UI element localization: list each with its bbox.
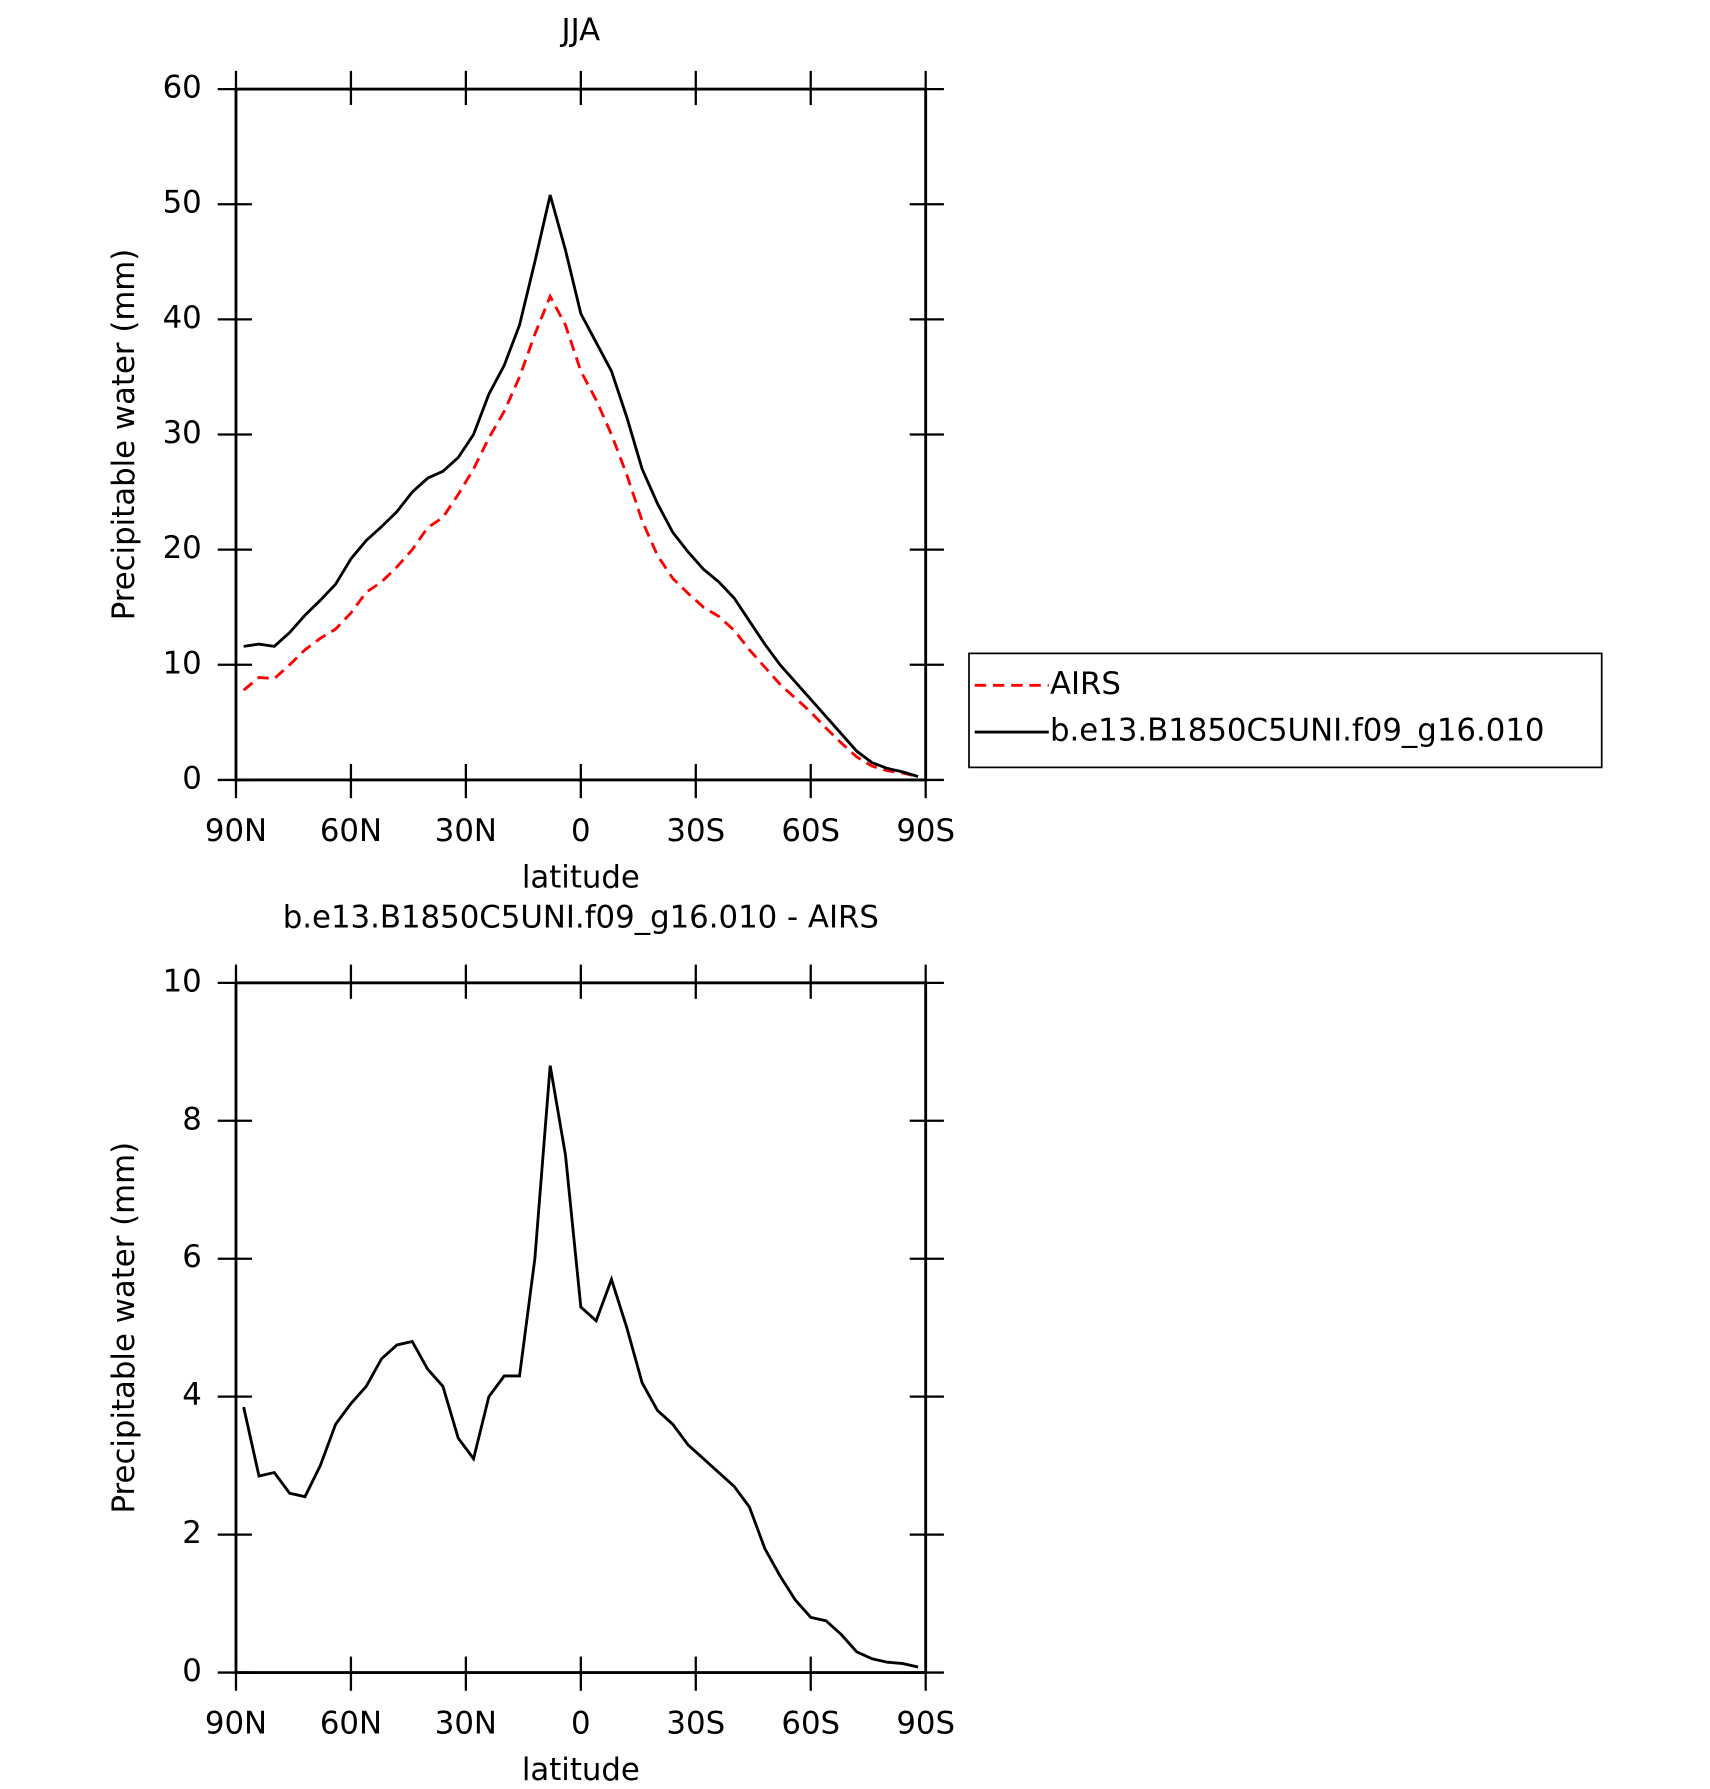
legend-label: b.e13.B1850C5UNI.f09_g16.010 (1050, 713, 1545, 749)
x-tick-label: 60N (320, 1705, 382, 1741)
x-tick-label: 30N (435, 813, 497, 849)
y-tick-label: 40 (163, 300, 202, 336)
data-line (242, 292, 919, 778)
x-tick-label: 60N (320, 813, 382, 849)
y-tick-label: 0 (182, 760, 202, 796)
y-tick-label: 6 (182, 1239, 202, 1275)
x-tick-label: 90S (896, 813, 955, 849)
legend-box (968, 652, 1603, 769)
y-tick-label: 8 (182, 1101, 202, 1137)
x-tick-label: 0 (571, 1705, 591, 1741)
y-tick-label: 30 (163, 415, 202, 451)
x-tick-label: 90N (205, 813, 267, 849)
y-tick-label: 10 (163, 645, 202, 681)
legend-label: AIRS (1050, 666, 1121, 702)
x-tick-label: 60S (781, 1705, 840, 1741)
chart-title: b.e13.B1850C5UNI.f09_g16.010 - AIRS (283, 900, 879, 936)
y-tick-label: 10 (163, 963, 202, 999)
data-line (242, 1065, 919, 1669)
data-line (243, 194, 919, 778)
x-tick-label: 30S (666, 813, 725, 849)
x-tick-label: 90S (896, 1705, 955, 1741)
y-tick-label: 0 (182, 1653, 202, 1689)
x-tick-label: 90N (205, 1705, 267, 1741)
y-axis-label: Precipitable water (mm) (106, 1142, 142, 1514)
y-tick-label: 60 (163, 70, 202, 106)
x-tick-label: 0 (571, 813, 591, 849)
x-tick-label: 30S (666, 1705, 725, 1741)
x-tick-label: 60S (781, 813, 840, 849)
x-axis-label: latitude (522, 1752, 640, 1788)
x-axis-label: latitude (522, 860, 640, 896)
y-tick-label: 20 (163, 530, 202, 566)
y-tick-label: 2 (182, 1515, 202, 1551)
y-tick-label: 4 (182, 1377, 202, 1413)
chart-title: JJA (560, 13, 601, 49)
y-tick-label: 50 (163, 185, 202, 221)
plot-frame (234, 87, 928, 782)
y-axis-label: Precipitable water (mm) (106, 249, 142, 621)
x-tick-label: 30N (435, 1705, 497, 1741)
plot-frame (234, 981, 928, 1674)
